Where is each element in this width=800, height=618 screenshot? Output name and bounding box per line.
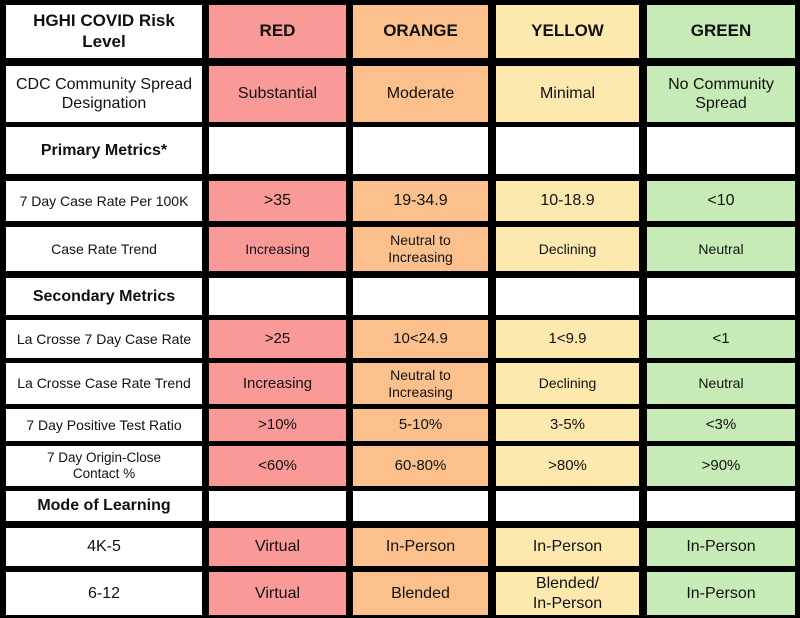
lacrosse-rate-orange: 10<24.9 — [353, 320, 488, 358]
case-trend-yellow: Declining — [496, 227, 639, 271]
empty-cell — [353, 491, 488, 521]
grade-612-green: In-Person — [647, 572, 795, 615]
positive-ratio-red: >10% — [209, 409, 346, 441]
grade-612-yellow: Blended/In-Person — [496, 572, 639, 615]
secondary-metrics-row: Secondary Metrics — [0, 278, 800, 315]
empty-cell — [353, 278, 488, 315]
primary-metrics-row: Primary Metrics* — [0, 127, 800, 174]
lacrosse-rate-label: La Crosse 7 Day Case Rate — [6, 320, 202, 358]
header-row: HGHI COVID Risk Level RED ORANGE YELLOW … — [0, 5, 800, 58]
grade-4k5-red: Virtual — [209, 528, 346, 566]
learning-mode-row: Mode of Learning — [0, 491, 800, 521]
case-trend-red: Increasing — [209, 227, 346, 271]
grade-612-label: 6-12 — [6, 572, 202, 615]
case-rate-green: <10 — [647, 181, 795, 221]
case-rate-row: 7 Day Case Rate Per 100K >35 19-34.9 10-… — [0, 181, 800, 221]
empty-cell — [209, 278, 346, 315]
lacrosse-rate-row: La Crosse 7 Day Case Rate >25 10<24.9 1<… — [0, 320, 800, 358]
lacrosse-rate-red: >25 — [209, 320, 346, 358]
positive-ratio-green: <3% — [647, 409, 795, 441]
level-yellow-header: YELLOW — [496, 5, 639, 58]
empty-cell — [647, 491, 795, 521]
grade-4k5-yellow: In-Person — [496, 528, 639, 566]
positive-ratio-yellow: 3-5% — [496, 409, 639, 441]
empty-cell — [209, 127, 346, 174]
case-rate-label: 7 Day Case Rate Per 100K — [6, 181, 202, 221]
grade-612-orange: Blended — [353, 572, 488, 615]
case-trend-label: Case Rate Trend — [6, 227, 202, 271]
empty-cell — [496, 278, 639, 315]
positive-ratio-label: 7 Day Positive Test Ratio — [6, 409, 202, 441]
case-rate-orange: 19-34.9 — [353, 181, 488, 221]
empty-cell — [496, 127, 639, 174]
empty-cell — [647, 127, 795, 174]
lacrosse-trend-green: Neutral — [647, 363, 795, 404]
lacrosse-trend-label: La Crosse Case Rate Trend — [6, 363, 202, 404]
case-rate-yellow: 10-18.9 — [496, 181, 639, 221]
cdc-spread-label: CDC Community Spread Designation — [6, 66, 202, 122]
grade-612-red: Virtual — [209, 572, 346, 615]
lacrosse-trend-red: Increasing — [209, 363, 346, 404]
empty-cell — [496, 491, 639, 521]
origin-close-green: >90% — [647, 446, 795, 486]
lacrosse-trend-yellow: Declining — [496, 363, 639, 404]
grade-4k5-orange: In-Person — [353, 528, 488, 566]
empty-cell — [209, 491, 346, 521]
secondary-metrics-title: Secondary Metrics — [6, 278, 202, 315]
grade-612-row: 6-12 Virtual Blended Blended/In-Person I… — [0, 572, 800, 615]
cdc-spread-red: Substantial — [209, 66, 346, 122]
level-orange-header: ORANGE — [353, 5, 488, 58]
lacrosse-rate-green: <1 — [647, 320, 795, 358]
origin-close-label: 7 Day Origin-Close Contact % — [6, 446, 202, 486]
table-title: HGHI COVID Risk Level — [6, 5, 202, 58]
learning-mode-title: Mode of Learning — [6, 491, 202, 521]
grade-4k5-label: 4K-5 — [6, 528, 202, 566]
case-trend-green: Neutral — [647, 227, 795, 271]
origin-close-yellow: >80% — [496, 446, 639, 486]
positive-ratio-orange: 5-10% — [353, 409, 488, 441]
lacrosse-trend-orange: Neutral to Increasing — [353, 363, 488, 404]
empty-cell — [647, 278, 795, 315]
cdc-spread-row: CDC Community Spread Designation Substant… — [0, 66, 800, 122]
cdc-spread-orange: Moderate — [353, 66, 488, 122]
cdc-spread-green: No Community Spread — [647, 66, 795, 122]
origin-close-orange: 60-80% — [353, 446, 488, 486]
empty-cell — [353, 127, 488, 174]
grade-4k5-row: 4K-5 Virtual In-Person In-Person In-Pers… — [0, 528, 800, 566]
cdc-spread-yellow: Minimal — [496, 66, 639, 122]
grade-4k5-green: In-Person — [647, 528, 795, 566]
case-trend-row: Case Rate Trend Increasing Neutral to Inc… — [0, 227, 800, 271]
primary-metrics-title: Primary Metrics* — [6, 127, 202, 174]
lacrosse-trend-row: La Crosse Case Rate Trend Increasing Neu… — [0, 363, 800, 404]
case-trend-orange: Neutral to Increasing — [353, 227, 488, 271]
origin-close-red: <60% — [209, 446, 346, 486]
level-green-header: GREEN — [647, 5, 795, 58]
positive-ratio-row: 7 Day Positive Test Ratio >10% 5-10% 3-5… — [0, 409, 800, 441]
level-red-header: RED — [209, 5, 346, 58]
case-rate-red: >35 — [209, 181, 346, 221]
lacrosse-rate-yellow: 1<9.9 — [496, 320, 639, 358]
origin-close-row: 7 Day Origin-Close Contact % <60% 60-80% … — [0, 446, 800, 486]
